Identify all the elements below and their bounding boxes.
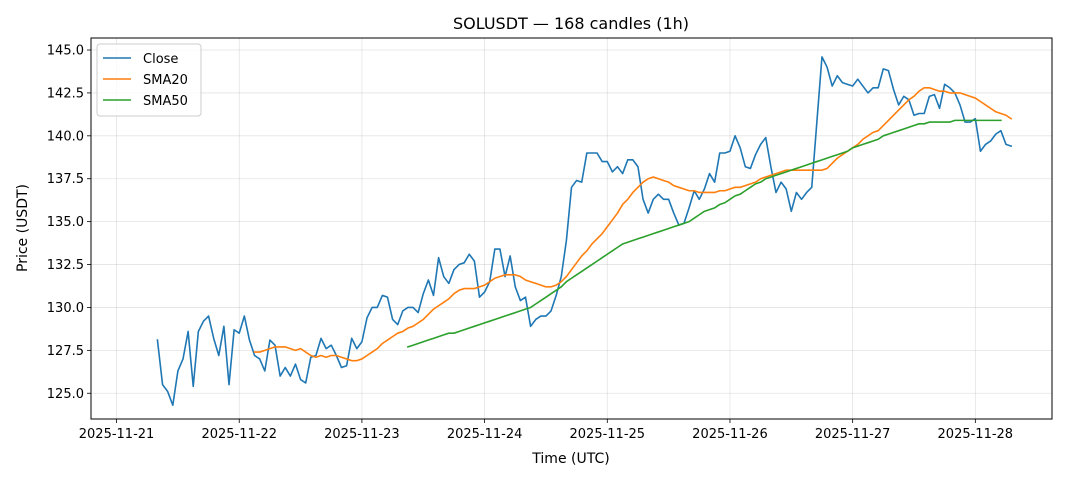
x-tick-label: 2025-11-26 — [692, 427, 768, 442]
y-tick-label: 140.0 — [47, 129, 84, 144]
plot-area — [90, 37, 1053, 420]
x-axis: 2025-11-21 2025-11-22 2025-11-23 2025-11-24… — [79, 419, 1013, 442]
y-tick-label: 130.0 — [47, 301, 84, 316]
legend-label-sma50: SMA50 — [143, 94, 188, 109]
x-tick-label: 2025-11-25 — [570, 427, 646, 442]
series-layer — [156, 56, 1013, 407]
series-line-sma50 — [406, 119, 1002, 348]
y-tick-label: 125.0 — [47, 387, 84, 402]
series-line-close — [156, 56, 1013, 407]
y-tick-label: 127.5 — [47, 344, 84, 359]
x-tick-label: 2025-11-24 — [447, 427, 523, 442]
x-axis-label: Time (UTC) — [531, 451, 609, 467]
x-tick-label: 2025-11-28 — [938, 427, 1014, 442]
x-tick-label: 2025-11-23 — [324, 427, 400, 442]
x-tick-label: 2025-11-22 — [201, 427, 277, 442]
legend-label-sma20: SMA20 — [143, 73, 188, 88]
y-tick-label: 132.5 — [47, 258, 84, 273]
plot-frame — [90, 37, 1053, 420]
legend-box — [96, 43, 202, 117]
x-tick-label: 2025-11-21 — [79, 427, 155, 442]
legend: Close SMA20 SMA50 — [96, 43, 202, 117]
y-axis: 125.0 127.5 130.0 132.5 135.0 137.5 140.0 142.5… — [47, 44, 91, 402]
legend-label-close: Close — [143, 52, 178, 67]
y-tick-label: 145.0 — [47, 44, 84, 59]
grid — [91, 38, 1052, 419]
plot-background — [91, 38, 1052, 419]
chart-title: SOLUSDT — 168 candles (1h) — [453, 14, 689, 33]
y-tick-label: 137.5 — [47, 172, 84, 187]
x-tick-label: 2025-11-27 — [815, 427, 891, 442]
y-axis-label: Price (USDT) — [15, 184, 31, 272]
y-tick-label: 135.0 — [47, 215, 84, 230]
y-tick-label: 142.5 — [47, 86, 84, 101]
series-line-sma20 — [253, 86, 1013, 362]
